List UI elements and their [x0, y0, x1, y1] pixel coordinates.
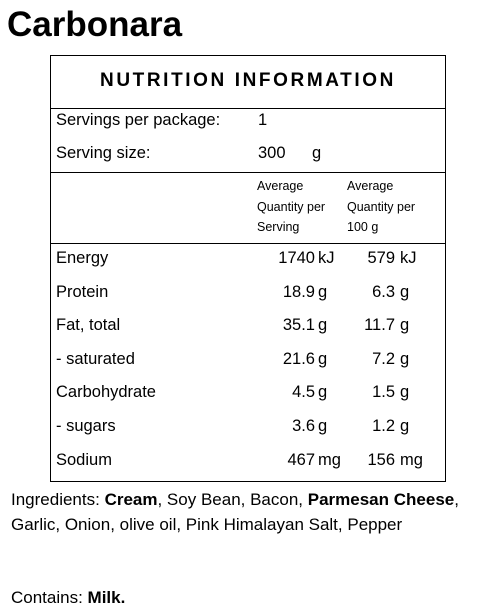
column-header: Average: [257, 179, 304, 193]
text-segment: Ingredients:: [11, 490, 105, 509]
serving-value: 18.9: [282, 282, 315, 301]
text-segment: , Soy Bean, Bacon,: [157, 490, 308, 509]
text-segment: Parmesan Cheese: [307, 490, 455, 509]
contains: Contains: Milk.: [11, 585, 481, 610]
column-header: Quantity per: [347, 199, 416, 214]
per100-unit: kJ: [400, 249, 417, 267]
divider: [51, 108, 445, 109]
per100-unit: g: [400, 316, 410, 335]
per100-value: 11.7: [364, 316, 395, 335]
serving-value: 4.5: [292, 383, 315, 402]
nutrient-name: Protein: [56, 282, 109, 301]
per100-unit: g: [400, 417, 410, 435]
title: Carbonara: [7, 5, 183, 44]
serving-value: 3.6: [292, 417, 315, 435]
per100-unit: mg: [400, 450, 423, 469]
per100-value: 1.5: [372, 383, 395, 402]
per100-value: 156: [367, 450, 395, 469]
serving-unit: mg: [318, 450, 341, 469]
nutrient-name: - sugars: [56, 417, 116, 435]
ingredients: Ingredients: Cream, Soy Bean, Bacon, Par…: [11, 487, 481, 537]
nutrient-name: Energy: [56, 249, 109, 267]
serving-value: 35.1: [282, 316, 315, 335]
per100-value: 7.2: [372, 349, 395, 368]
serving-size-label: Serving size:: [56, 144, 151, 162]
text-segment: Cream: [104, 490, 158, 509]
per100-value: 6.3: [372, 282, 395, 301]
per100-value: 1.2: [372, 417, 395, 435]
column-header: 100 g: [347, 220, 379, 234]
nutrition-panel: NUTRITION INFORMATION Servings per packa…: [50, 55, 446, 482]
divider: [51, 243, 445, 244]
serving-size-unit: g: [312, 144, 322, 162]
servings-label: Servings per package:: [56, 111, 221, 129]
nutrient-name: Sodium: [56, 450, 112, 469]
per100-unit: g: [400, 282, 410, 301]
serving-unit: kJ: [318, 249, 335, 267]
per100-unit: g: [400, 383, 410, 402]
panel-heading: NUTRITION INFORMATION: [100, 70, 396, 91]
serving-value: 21.6: [282, 349, 315, 368]
serving-value: 1740: [278, 249, 315, 267]
divider: [51, 172, 445, 173]
serving-size-value: 300: [258, 144, 286, 162]
per100-value: 579: [367, 249, 395, 267]
nutrient-name: Fat, total: [56, 316, 121, 335]
nutrient-name: Carbohydrate: [56, 383, 156, 402]
nutrient-name: - saturated: [56, 349, 135, 368]
serving-unit: g: [318, 316, 328, 335]
per100-unit: g: [400, 349, 410, 368]
serving-unit: g: [318, 282, 328, 301]
text-segment: Milk.: [87, 588, 126, 607]
text-segment: Contains:: [11, 588, 88, 607]
column-header: Serving: [257, 220, 300, 234]
column-header: Quantity per: [257, 199, 326, 214]
serving-unit: g: [318, 417, 328, 435]
serving-value: 467: [287, 450, 315, 469]
text-segment: , Garlic, Onion, olive oil, Pink Himalay…: [11, 490, 459, 534]
servings-value: 1: [258, 111, 268, 129]
serving-unit: g: [318, 349, 328, 368]
serving-unit: g: [318, 383, 328, 402]
column-header: Average: [347, 179, 394, 193]
